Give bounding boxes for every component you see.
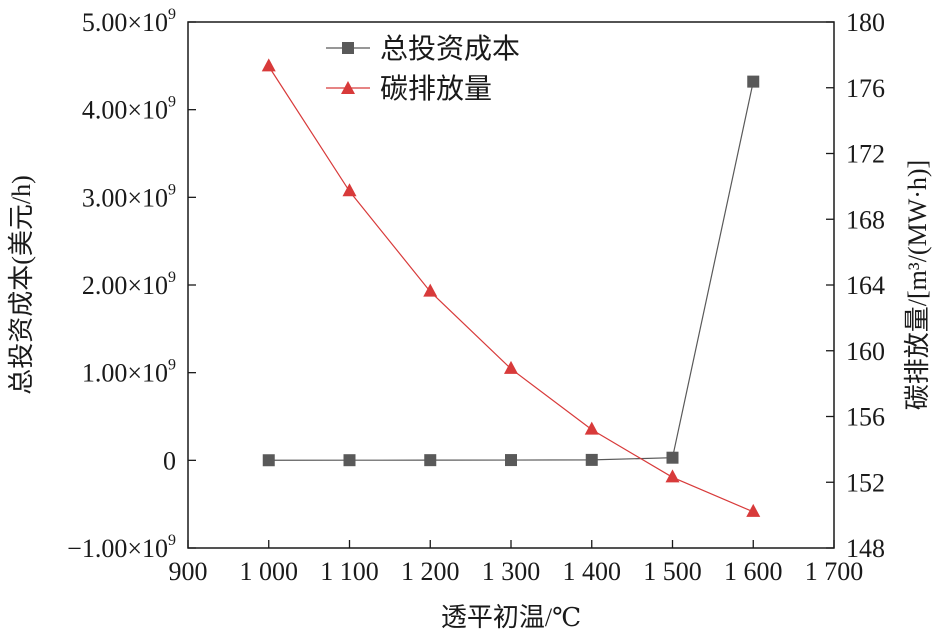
right-y-tick-label: 176 — [846, 74, 885, 103]
left-y-tick-label: −1.00×109 — [67, 532, 176, 563]
legend-cost-label: 总投资成本 — [380, 33, 520, 65]
left-y-tick-mantissa: 5.00×10 — [82, 8, 168, 37]
right-y-axis: 148 152 156 160 164 168 172 176 180 — [826, 8, 885, 563]
x-tick-label: 1 100 — [320, 557, 379, 586]
left-y-tick-exponent: 9 — [168, 357, 176, 374]
left-y-tick-label: 2.00×109 — [82, 269, 176, 300]
legend: 总投资成本 碳排放量 — [326, 33, 520, 105]
x-tick-label: 1 500 — [643, 557, 702, 586]
cost-point — [262, 454, 275, 467]
cost-point — [424, 454, 437, 467]
x-axis-title: 透平初温/℃ — [441, 603, 581, 632]
emission-point — [584, 421, 599, 435]
left-y-tick-label: 5.00×109 — [82, 6, 176, 37]
right-y-tick-label: 156 — [846, 403, 885, 432]
right-y-tick-label: 160 — [846, 337, 885, 366]
x-tick-label: 1 300 — [482, 557, 541, 586]
cost-point — [505, 454, 517, 467]
left-y-tick-exponent: 9 — [168, 532, 176, 549]
series-line-0 — [268, 81, 754, 461]
emission-point — [665, 469, 680, 483]
cost-point — [343, 454, 356, 467]
left-y-tick-mantissa: 0 — [163, 446, 176, 475]
x-tick-label: 900 — [169, 557, 208, 586]
x-tick-label: 1 700 — [805, 557, 864, 586]
emission-point — [423, 283, 438, 297]
x-axis: 900 1 000 1 100 1 200 1 300 1 400 1 500 1 600 1 … — [169, 540, 864, 586]
right-y-tick-label: 168 — [846, 205, 885, 234]
left-y-tick-mantissa: 2.00×10 — [82, 271, 168, 300]
legend-emission-label: 碳排放量 — [380, 73, 492, 105]
emission-point — [504, 360, 518, 374]
left-y-tick-mantissa: −1.00×10 — [67, 534, 168, 563]
right-y-tick-label: 164 — [846, 271, 885, 300]
x-tick-label: 1 600 — [724, 557, 783, 586]
emission-point — [261, 58, 276, 72]
x-tick-label: 1 400 — [563, 557, 622, 586]
right-y-tick-label: 180 — [846, 8, 885, 37]
emission-point — [342, 183, 357, 197]
left-y-tick-exponent: 9 — [168, 269, 176, 286]
left-y-axis-title: 总投资成本(美元/h) — [7, 175, 36, 395]
left-y-tick-label: 3.00×109 — [82, 181, 176, 212]
cost-point — [666, 451, 679, 464]
plot-frame — [187, 21, 835, 549]
left-y-tick-exponent: 9 — [168, 94, 176, 111]
emission-point — [746, 503, 761, 517]
x-tick-label: 1 200 — [401, 557, 460, 586]
left-y-tick-mantissa: 3.00×10 — [82, 183, 168, 212]
left-y-tick-label: 1.00×109 — [82, 357, 176, 388]
left-y-tick-label: 4.00×109 — [82, 94, 176, 125]
right-y-tick-label: 148 — [846, 534, 885, 563]
left-y-tick-exponent: 9 — [168, 6, 176, 23]
left-y-tick-mantissa: 4.00×10 — [82, 96, 168, 125]
left-y-tick-label: 0 — [163, 446, 176, 475]
legend-emission-marker — [341, 81, 355, 94]
x-tick-label: 1 000 — [240, 557, 299, 586]
right-y-tick-label: 172 — [846, 140, 885, 169]
left-y-tick-mantissa: 1.00×10 — [82, 359, 168, 388]
series-layer — [261, 58, 761, 517]
left-y-axis: −1.00×10901.00×1092.00×1093.00×1094.00×1… — [67, 6, 196, 563]
series-line-1 — [268, 66, 754, 513]
legend-cost-marker — [342, 42, 354, 54]
left-y-tick-exponent: 9 — [168, 181, 176, 198]
right-y-tick-label: 152 — [846, 468, 885, 497]
cost-point — [747, 75, 760, 88]
right-y-axis-title: 碳排放量/[m³/(MW·h)] — [903, 160, 932, 410]
cost-point — [585, 453, 598, 466]
